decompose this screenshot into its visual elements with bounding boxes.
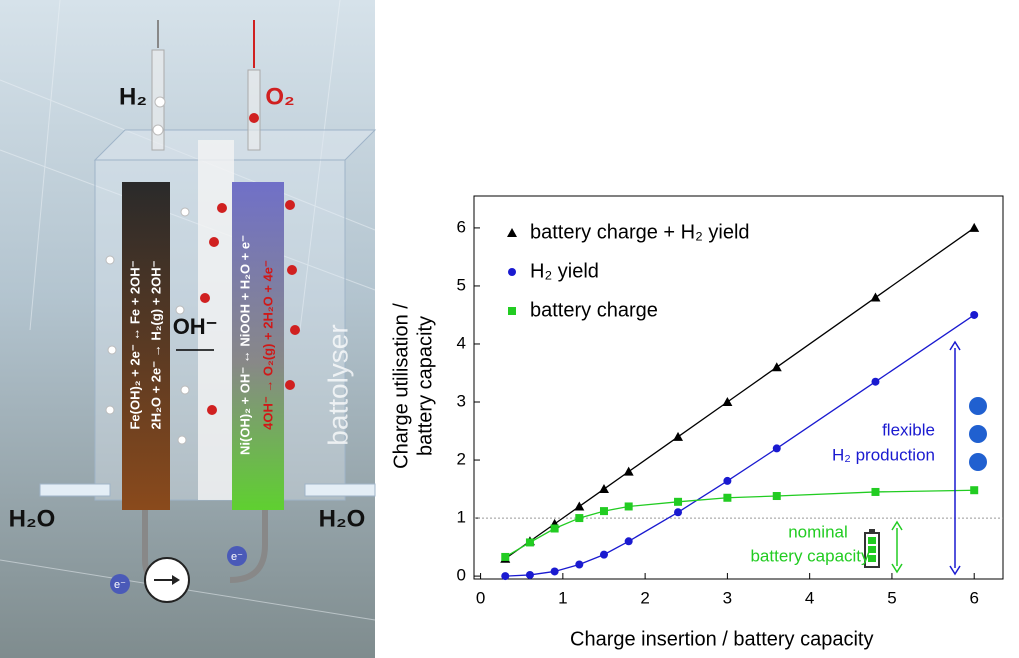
point xyxy=(551,567,559,575)
point xyxy=(551,525,559,533)
water-label: H₂O xyxy=(319,505,366,532)
point xyxy=(501,572,509,580)
point xyxy=(599,484,609,493)
point xyxy=(723,494,731,502)
x-tick-label: 1 xyxy=(558,588,567,607)
x-axis-label: Charge insertion / battery capacity xyxy=(570,628,874,650)
x-tick-label: 5 xyxy=(887,588,896,607)
point xyxy=(969,223,979,232)
point xyxy=(871,378,879,386)
point xyxy=(574,501,584,510)
point xyxy=(970,311,978,319)
h2-label: H₂ xyxy=(119,83,147,110)
point xyxy=(673,432,683,441)
figure: H₂ O₂ OH⁻ battolyser H₂O H₂O e⁻ e⁻ Fe(OH… xyxy=(0,0,1019,658)
point xyxy=(526,538,534,546)
illustration: H₂ O₂ OH⁻ battolyser H₂O H₂O e⁻ e⁻ Fe(OH… xyxy=(0,0,375,658)
legend-label: H₂ yield xyxy=(530,260,599,282)
point xyxy=(970,486,978,494)
legend-marker xyxy=(508,307,516,315)
point xyxy=(772,362,782,371)
water-pipe xyxy=(305,484,375,496)
y-axis-label: battery capacity xyxy=(414,316,436,456)
x-tick-label: 4 xyxy=(805,588,814,607)
point xyxy=(600,551,608,559)
o2-tube xyxy=(248,70,260,150)
legend-marker xyxy=(507,228,517,237)
y-axis-label: Charge utilisation / xyxy=(390,303,412,469)
device-label: battolyser xyxy=(322,324,353,445)
point xyxy=(870,293,880,302)
legend-label: battery charge + H₂ yield xyxy=(530,221,750,243)
x-tick-label: 3 xyxy=(723,588,732,607)
y-tick-label: 2 xyxy=(457,450,466,469)
point xyxy=(526,571,534,579)
point xyxy=(575,514,583,522)
point xyxy=(501,553,509,561)
y-tick-label: 5 xyxy=(457,275,466,294)
point xyxy=(575,560,583,568)
x-tick-label: 0 xyxy=(476,588,485,607)
annotation: flexible xyxy=(882,420,935,439)
water-pipe xyxy=(40,484,110,496)
point xyxy=(773,444,781,452)
annotation: H₂ production xyxy=(832,445,935,464)
chart: Charge insertion / battery capacity Char… xyxy=(390,196,1003,650)
droplets xyxy=(969,397,987,471)
reaction: 4OH⁻ → O₂(g) + 2H₂O + 4e⁻ xyxy=(260,260,275,430)
point xyxy=(600,507,608,515)
point xyxy=(625,537,633,545)
x-tick-label: 2 xyxy=(640,588,649,607)
page: {"illustration": { "h2_out": "H₂", "o2_o… xyxy=(0,0,1019,658)
electron-label: e⁻ xyxy=(114,579,126,591)
y-tick-label: 0 xyxy=(457,566,466,585)
point xyxy=(871,488,879,496)
point xyxy=(674,508,682,516)
y-tick-label: 6 xyxy=(457,217,466,236)
y-tick-label: 3 xyxy=(457,391,466,410)
point xyxy=(625,502,633,510)
annotation: battery capacity xyxy=(750,546,870,565)
y-tick-label: 1 xyxy=(457,508,466,527)
annotation: nominal xyxy=(788,522,848,541)
box-top xyxy=(95,130,375,160)
point xyxy=(723,477,731,485)
point xyxy=(674,498,682,506)
reaction: Ni(OH)₂ + OH⁻ ↔ NiOOH + H₂O + e⁻ xyxy=(237,235,252,455)
point xyxy=(773,492,781,500)
y-tick-label: 4 xyxy=(457,333,466,352)
reaction: 2H₂O + 2e⁻ → H₂(g) + 2OH⁻ xyxy=(148,260,163,429)
legend-marker xyxy=(508,268,516,276)
legend-label: battery charge xyxy=(530,299,658,321)
reaction: Fe(OH)₂ + 2e⁻ ↔ Fe + 2OH⁻ xyxy=(127,260,142,429)
series-line xyxy=(505,490,974,557)
point xyxy=(722,397,732,406)
water-label: H₂O xyxy=(9,505,56,532)
hydroxide-label: OH⁻ xyxy=(173,314,218,339)
x-tick-label: 6 xyxy=(969,588,978,607)
o2-label: O₂ xyxy=(265,83,294,110)
point xyxy=(624,467,634,476)
electron-label: e⁻ xyxy=(231,551,243,563)
